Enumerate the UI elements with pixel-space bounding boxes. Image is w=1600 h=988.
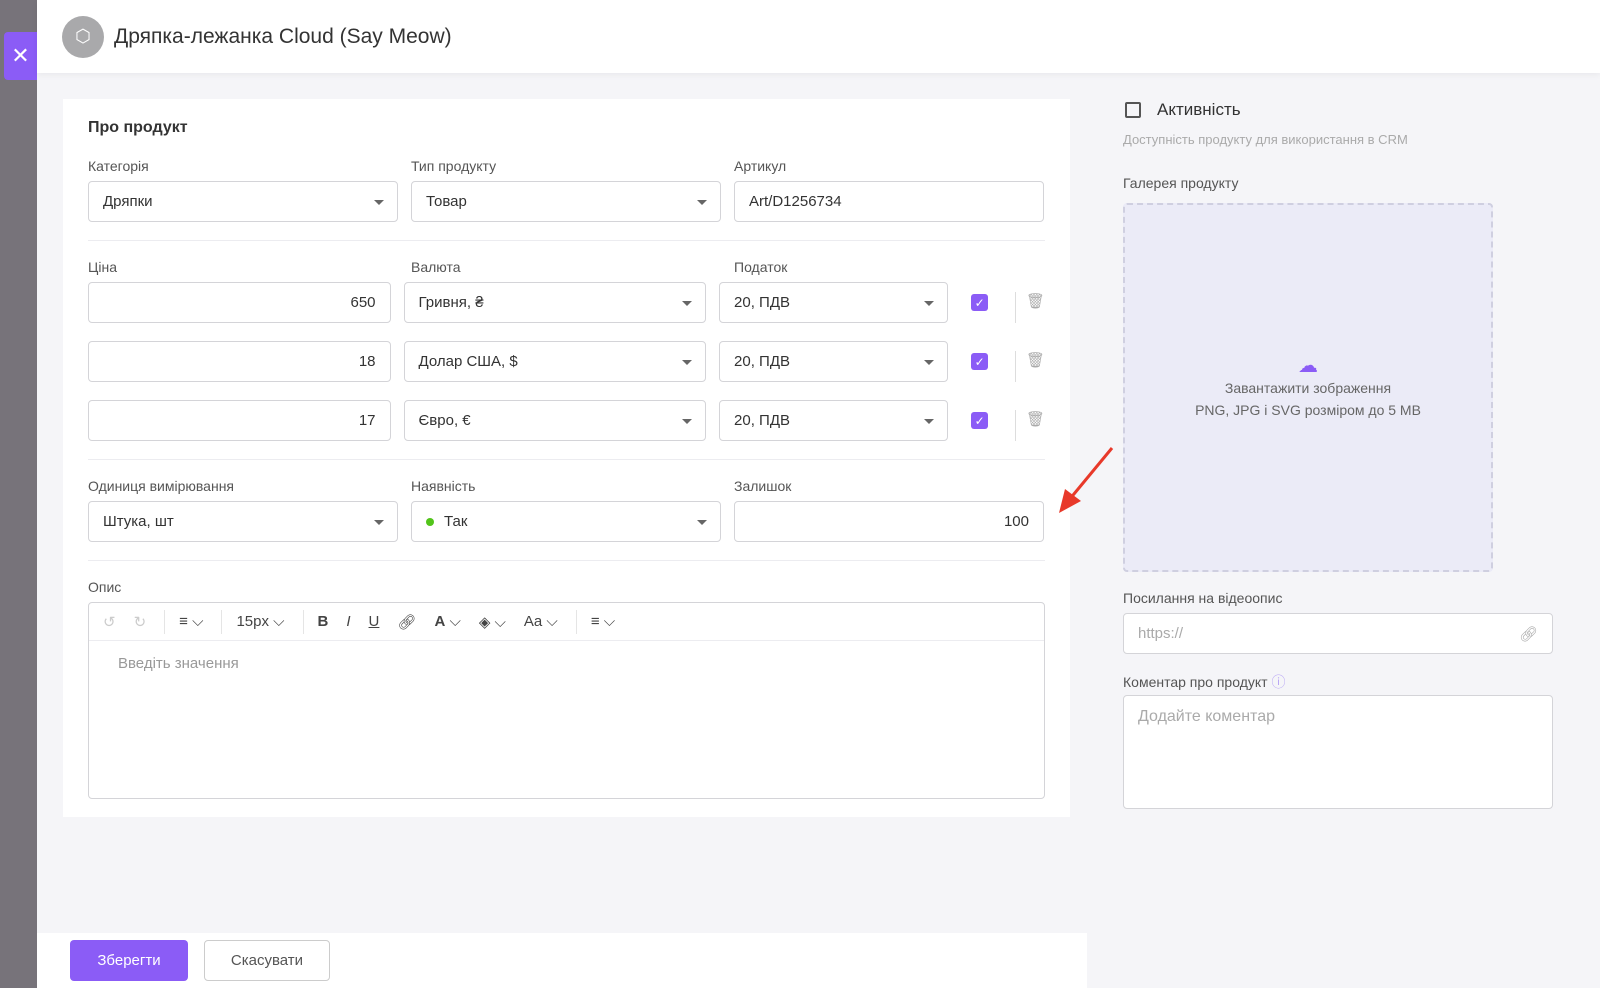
comment-label: Коментар про продукт ⓘ: [1123, 674, 1286, 690]
unit-value: Штука, шт: [103, 513, 174, 530]
price-input[interactable]: 17: [88, 400, 391, 441]
sku-label: Артикул: [734, 158, 787, 174]
footer: Зберегти Скасувати: [37, 933, 1087, 988]
stock-value: 100: [1003, 513, 1029, 530]
description-editor[interactable]: ↺ ↻ ≡ ⌵ 15px ⌵ B I U 🔗︎ A ⌵ ◈ ⌵ Aa ⌵ ≡ ⌵…: [88, 602, 1045, 799]
unit-label: Одиниця вимірювання: [88, 478, 235, 494]
editor-toolbar: ↺ ↻ ≡ ⌵ 15px ⌵ B I U 🔗︎ A ⌵ ◈ ⌵ Aa ⌵ ≡ ⌵: [89, 603, 1044, 641]
price-label: Ціна: [88, 259, 117, 275]
unit-select[interactable]: Штука, шт: [88, 501, 398, 542]
category-value: Дряпки: [103, 193, 153, 210]
price-row: 18 Долар США, $ 20, ПДВ ✓ 🗑︎: [88, 341, 1045, 382]
sku-input[interactable]: Art/D1256734: [734, 181, 1044, 222]
availability-label: Наявність: [411, 478, 476, 494]
highlight-icon[interactable]: ◈ ⌵: [478, 613, 506, 631]
divider: [88, 459, 1045, 460]
header: ⬡ Дряпка-лежанка Cloud (Say Meow): [37, 0, 1600, 73]
video-label: Посилання на відеоопис: [1123, 590, 1283, 606]
product-panel: ⬡ Дряпка-лежанка Cloud (Say Meow) Про пр…: [37, 0, 1600, 988]
sku-value: Art/D1256734: [749, 193, 842, 210]
price-input[interactable]: 650: [88, 282, 391, 323]
currency-select[interactable]: Євро, €: [403, 400, 707, 441]
info-icon: ⓘ: [1271, 674, 1286, 690]
gallery-label: Галерея продукту: [1123, 175, 1239, 191]
save-button[interactable]: Зберегти: [70, 940, 188, 981]
currency-label: Валюта: [411, 259, 461, 275]
font-size-select[interactable]: 15px ⌵: [236, 613, 285, 630]
category-label: Категорія: [88, 158, 149, 174]
active-checkbox[interactable]: [1125, 102, 1141, 118]
type-value: Товар: [426, 193, 467, 210]
close-button[interactable]: ✕: [4, 32, 37, 80]
paragraph-format-icon[interactable]: ≡ ⌵: [179, 613, 204, 630]
link-icon: 🔗︎: [1518, 625, 1538, 643]
upload-dropzone[interactable]: ☁︎ Завантажити зображення PNG, JPG і SVG…: [1123, 203, 1493, 572]
tax-checkbox[interactable]: ✓: [971, 412, 988, 429]
active-label: Активність: [1157, 100, 1241, 119]
price-row: 17 Євро, € 20, ПДВ ✓ 🗑︎: [88, 400, 1045, 441]
description-label: Опис: [88, 579, 122, 595]
italic-icon[interactable]: I: [346, 613, 351, 630]
link-icon[interactable]: 🔗︎: [397, 613, 417, 631]
box-icon: ⬡: [62, 15, 104, 58]
divider: [88, 240, 1045, 241]
tax-select[interactable]: 20, ПДВ: [719, 400, 949, 441]
product-card: Про продукт Категорія Дряпки Тип продукт…: [63, 99, 1070, 817]
cancel-button[interactable]: Скасувати: [204, 940, 330, 981]
type-label: Тип продукту: [411, 158, 497, 174]
editor-placeholder: Введіть значення: [118, 655, 239, 672]
upload-text: Завантажити зображення: [1224, 379, 1392, 396]
stock-input[interactable]: 100: [734, 501, 1044, 542]
comment-textarea[interactable]: Додайте коментар: [1123, 695, 1553, 809]
category-select[interactable]: Дряпки: [88, 181, 398, 222]
stock-label: Залишок: [734, 478, 792, 494]
tax-checkbox[interactable]: ✓: [971, 353, 988, 370]
underline-icon[interactable]: U: [368, 613, 380, 630]
price-input[interactable]: 18: [88, 341, 391, 382]
text-color-icon[interactable]: A ⌵: [434, 613, 461, 630]
tax-select[interactable]: 20, ПДВ: [719, 282, 949, 323]
divider: [88, 560, 1045, 561]
text-case-select[interactable]: Aa ⌵: [523, 613, 558, 630]
trash-icon[interactable]: 🗑︎: [1014, 292, 1045, 323]
availability-value: Так: [444, 513, 468, 530]
align-icon[interactable]: ≡ ⌵: [590, 613, 616, 630]
price-row: 650 Гривня, ₴ 20, ПДВ ✓ 🗑︎: [88, 282, 1045, 323]
status-dot: [426, 517, 434, 526]
undo-icon[interactable]: ↺: [103, 613, 116, 631]
trash-icon[interactable]: 🗑︎: [1014, 351, 1045, 382]
tax-select[interactable]: 20, ПДВ: [719, 341, 949, 382]
bold-icon[interactable]: B: [317, 613, 329, 630]
upload-hint: PNG, JPG і SVG розміром до 5 MB: [1195, 401, 1421, 418]
upload-cloud-icon: ☁︎: [1298, 354, 1318, 377]
availability-select[interactable]: Так: [411, 501, 721, 542]
redo-icon[interactable]: ↻: [133, 613, 147, 631]
side-panel: Активність Доступність продукту для вико…: [1123, 100, 1563, 809]
close-icon: ✕: [11, 43, 30, 68]
trash-icon[interactable]: 🗑︎: [1014, 410, 1045, 441]
video-url-input[interactable]: https://🔗︎: [1123, 613, 1553, 654]
active-hint: Доступність продукту для використання в …: [1123, 132, 1408, 147]
type-select[interactable]: Товар: [411, 181, 721, 222]
section-title: Про продукт: [88, 119, 188, 136]
page-title: Дряпка-лежанка Cloud (Say Meow): [114, 24, 452, 48]
tax-label: Податок: [734, 259, 788, 275]
tax-checkbox[interactable]: ✓: [971, 294, 988, 311]
annotation-arrow-icon: [1059, 447, 1114, 513]
currency-select[interactable]: Долар США, $: [403, 341, 707, 382]
currency-select[interactable]: Гривня, ₴: [403, 282, 707, 323]
backdrop: [0, 0, 37, 988]
